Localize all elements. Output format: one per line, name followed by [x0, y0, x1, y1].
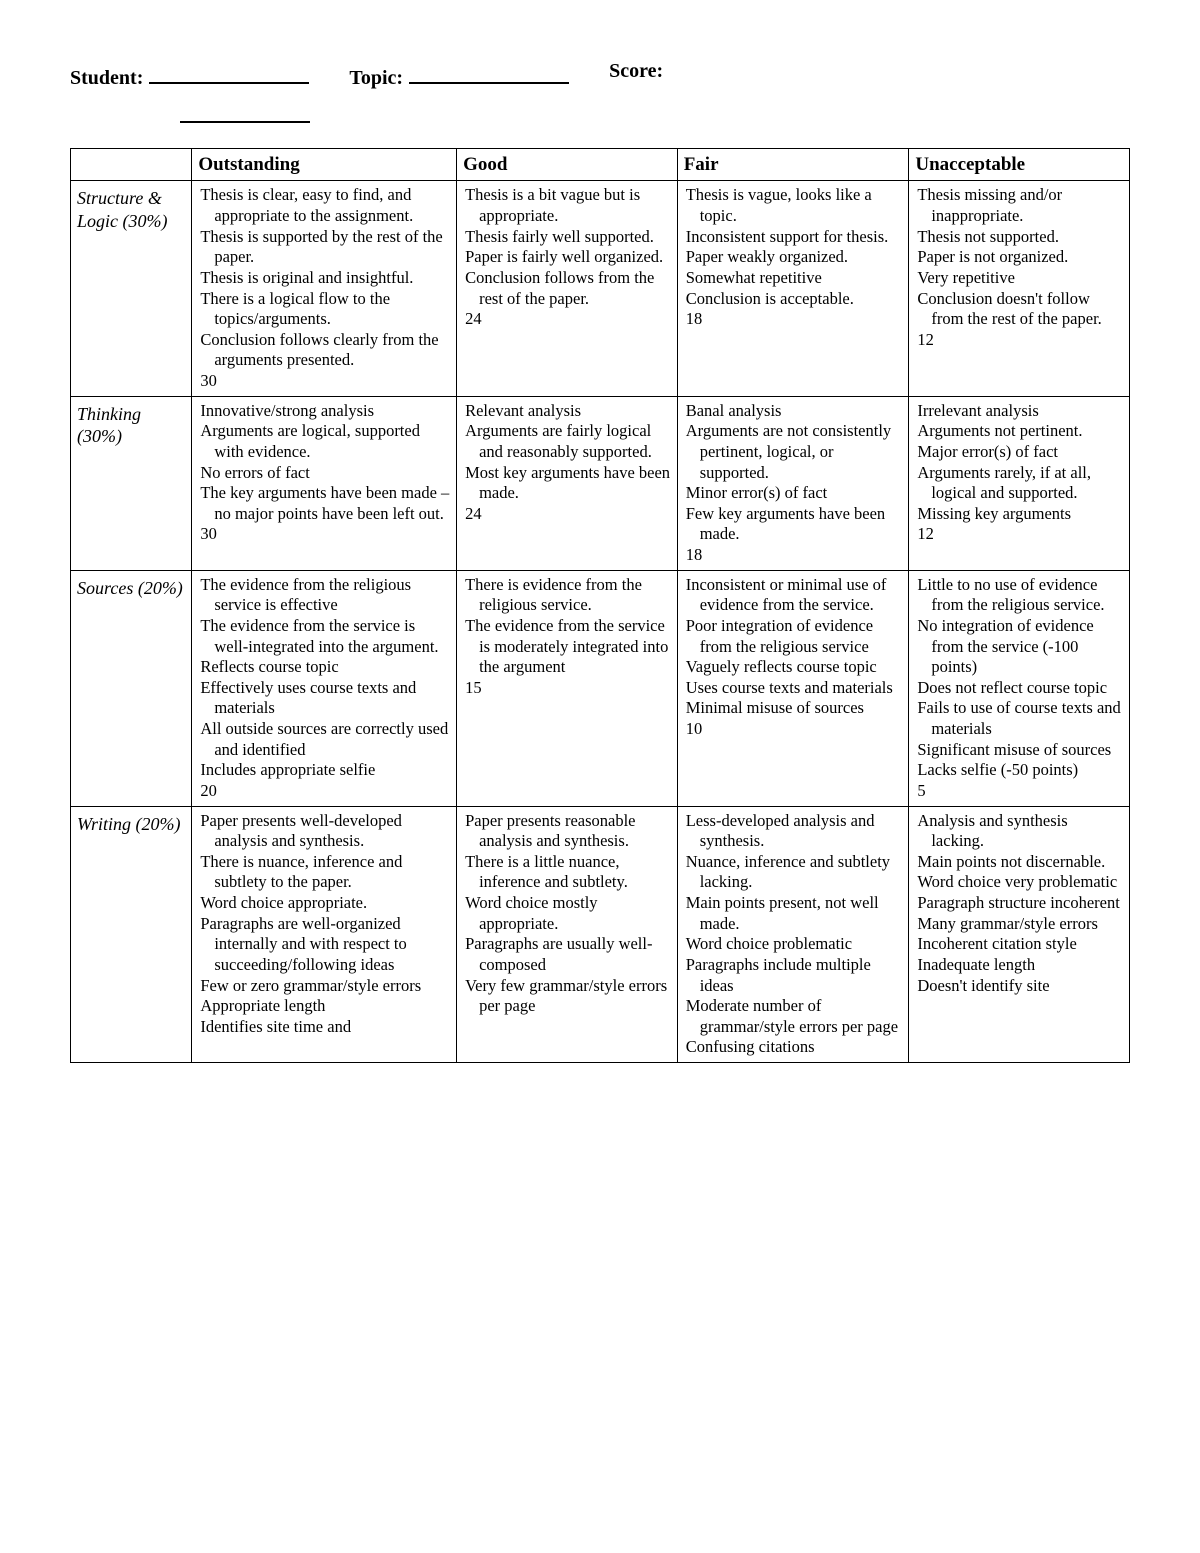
student-field: Student: — [70, 60, 309, 90]
fair-cell: Less-developed analysis and synthesis.Nu… — [677, 806, 909, 1063]
student-blank[interactable] — [149, 60, 309, 84]
score-blank-row — [70, 98, 1130, 128]
category-cell: Thinking (30%) — [71, 396, 192, 570]
good-cell: Paper presents reasonable analysis and s… — [457, 806, 678, 1063]
student-label: Student: — [70, 67, 143, 90]
unacceptable-cell: Analysis and synthesis lacking.Main poin… — [909, 806, 1130, 1063]
table-row: Sources (20%)The evidence from the relig… — [71, 570, 1130, 806]
col-unacceptable: Unacceptable — [909, 148, 1130, 181]
score-blank[interactable] — [180, 102, 310, 123]
topic-label: Topic: — [349, 67, 403, 90]
header-row: Student: Topic: Score: — [70, 60, 1130, 90]
unacceptable-cell: Irrelevant analysisArguments not pertine… — [909, 396, 1130, 570]
score-field: Score: — [609, 60, 669, 90]
col-blank — [71, 148, 192, 181]
outstanding-cell: Thesis is clear, easy to find, and appro… — [192, 181, 457, 396]
topic-field: Topic: — [349, 60, 569, 90]
category-cell: Writing (20%) — [71, 806, 192, 1063]
table-row: Writing (20%)Paper presents well-develop… — [71, 806, 1130, 1063]
col-good: Good — [457, 148, 678, 181]
score-label: Score: — [609, 60, 663, 83]
fair-cell: Thesis is vague, looks like a topic.Inco… — [677, 181, 909, 396]
good-cell: Relevant analysisArguments are fairly lo… — [457, 396, 678, 570]
unacceptable-cell: Thesis missing and/or inappropriate.Thes… — [909, 181, 1130, 396]
table-header-row: Outstanding Good Fair Unacceptable — [71, 148, 1130, 181]
good-cell: There is evidence from the religious ser… — [457, 570, 678, 806]
category-cell: Structure & Logic (30%) — [71, 181, 192, 396]
outstanding-cell: Paper presents well-developed analysis a… — [192, 806, 457, 1063]
outstanding-cell: Innovative/strong analysisArguments are … — [192, 396, 457, 570]
good-cell: Thesis is a bit vague but is appropriate… — [457, 181, 678, 396]
topic-blank[interactable] — [409, 60, 569, 84]
table-row: Thinking (30%)Innovative/strong analysis… — [71, 396, 1130, 570]
fair-cell: Banal analysisArguments are not consiste… — [677, 396, 909, 570]
fair-cell: Inconsistent or minimal use of evidence … — [677, 570, 909, 806]
outstanding-cell: The evidence from the religious service … — [192, 570, 457, 806]
col-fair: Fair — [677, 148, 909, 181]
rubric-table: Outstanding Good Fair Unacceptable Struc… — [70, 148, 1130, 1063]
unacceptable-cell: Little to no use of evidence from the re… — [909, 570, 1130, 806]
table-row: Structure & Logic (30%)Thesis is clear, … — [71, 181, 1130, 396]
category-cell: Sources (20%) — [71, 570, 192, 806]
col-outstanding: Outstanding — [192, 148, 457, 181]
